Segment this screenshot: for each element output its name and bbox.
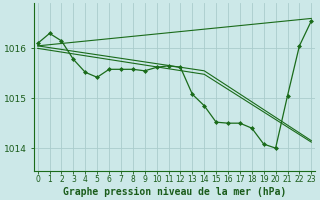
- X-axis label: Graphe pression niveau de la mer (hPa): Graphe pression niveau de la mer (hPa): [63, 186, 286, 197]
